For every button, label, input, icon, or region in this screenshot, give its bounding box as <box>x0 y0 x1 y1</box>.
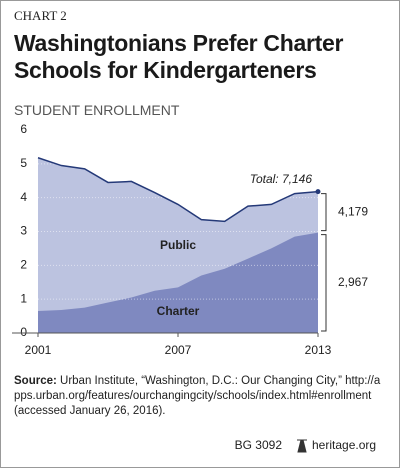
y-tick-label: 0 <box>20 325 27 339</box>
source-label: Source: <box>14 375 57 387</box>
y-tick-label: 4 <box>20 190 27 204</box>
x-tick-label: 2007 <box>165 343 192 357</box>
chart-label: CHART 2 <box>14 8 67 23</box>
chart-subtitle: STUDENT ENROLLMENT <box>14 102 180 118</box>
value-label: 4,179 <box>338 204 368 218</box>
footer-id: BG 3092 <box>235 438 283 452</box>
source: Source: Urban Institute, “Washington, D.… <box>14 374 384 419</box>
annotation: Total: 7,146 <box>250 172 313 186</box>
source-text: Urban Institute, “Washington, D.C.: Our … <box>14 375 381 417</box>
series-label: Public <box>160 238 196 252</box>
x-tick-label: 2013 <box>305 343 332 357</box>
series-label: Charter <box>157 304 200 318</box>
area <box>38 232 318 333</box>
end-dot <box>315 189 321 195</box>
line <box>37 157 319 223</box>
logo <box>297 439 307 453</box>
bracket <box>321 193 327 232</box>
footer-site: heritage.org <box>312 438 376 452</box>
value-label: 2,967 <box>338 275 368 289</box>
y-tick-label: 6 <box>20 122 27 136</box>
x-tick-label: 2001 <box>25 343 52 357</box>
y-tick-label: 3 <box>20 224 27 238</box>
y-tick-label: 2 <box>20 258 27 272</box>
chart-title: Washingtonians Prefer Charter Schools fo… <box>14 30 344 83</box>
y-tick-label: 5 <box>20 156 27 170</box>
y-tick-label: 1 <box>20 291 27 305</box>
bracket <box>321 234 327 332</box>
